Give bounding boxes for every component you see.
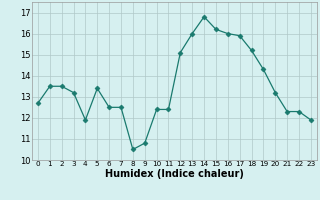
X-axis label: Humidex (Indice chaleur): Humidex (Indice chaleur)	[105, 169, 244, 179]
